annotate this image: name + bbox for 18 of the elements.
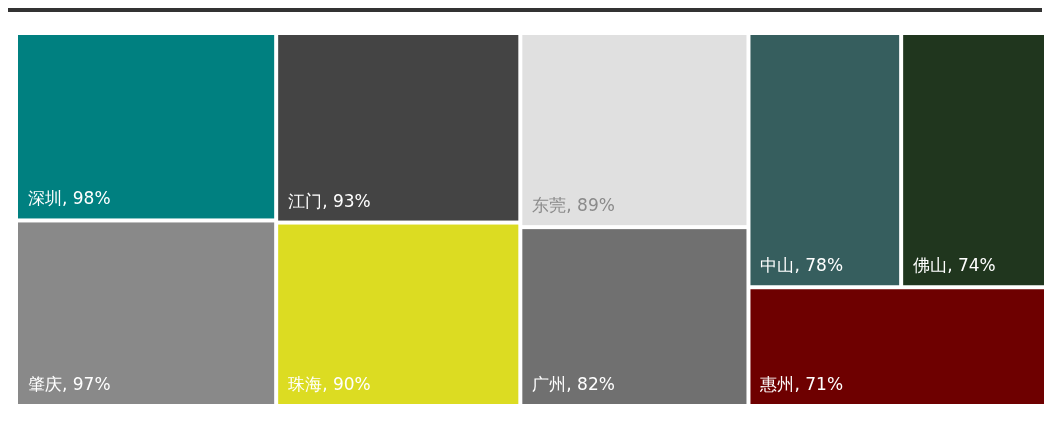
data-label: , 98%	[62, 188, 111, 209]
category-label: 江门	[288, 190, 323, 211]
data-label: , 89%	[566, 195, 615, 216]
data-label: , 97%	[62, 374, 111, 394]
data-label: , 74%	[947, 255, 996, 276]
category-label: 肇庆	[28, 374, 62, 394]
category-label: 珠海	[288, 374, 323, 394]
data-label: , 82%	[566, 374, 615, 394]
category-label: 东莞	[532, 195, 567, 216]
data-label: , 71%	[794, 374, 844, 394]
category-label: 佛山	[913, 255, 948, 276]
category-label: 惠州	[759, 374, 795, 394]
category-label: 中山	[760, 255, 795, 276]
data-label: , 93%	[322, 190, 371, 211]
category-label: 深圳	[28, 188, 62, 209]
category-label: 广州	[532, 374, 567, 394]
data-label: , 90%	[322, 374, 371, 394]
data-label: , 78%	[794, 255, 844, 276]
